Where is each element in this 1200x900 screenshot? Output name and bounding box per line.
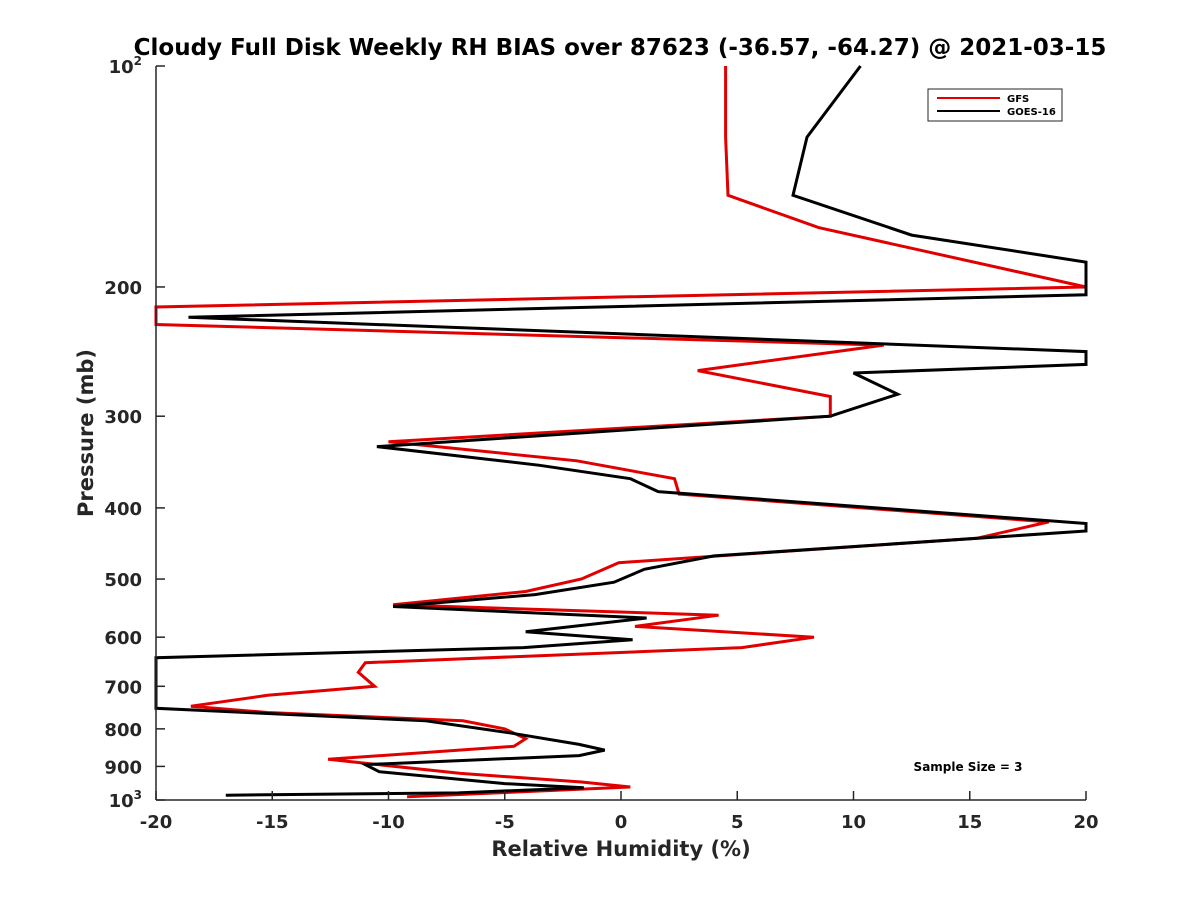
- y-axis-label: Pressure (mb): [74, 349, 98, 517]
- chart-title: Cloudy Full Disk Weekly RH BIAS over 876…: [134, 35, 1107, 61]
- x-ticks: -20 -15 -10 -5 0 5 10 15 20: [140, 791, 1099, 833]
- series-line-goes16: [154, 65, 1088, 797]
- y-tick-label: 900: [104, 757, 142, 778]
- sample-size-annotation: Sample Size = 3: [914, 760, 1023, 774]
- plot-area: -20 -15 -10 -5 0 5 10 15 20 10220030040050060070…: [104, 54, 1098, 833]
- y-tick-label: 700: [104, 677, 142, 698]
- y-tick-label: 400: [104, 499, 142, 520]
- legend-label-goes16: GOES-16: [1007, 107, 1056, 118]
- x-axis-label: Relative Humidity (%): [491, 837, 750, 861]
- y-tick-label: 800: [104, 720, 142, 741]
- x-tick-label: 20: [1073, 812, 1098, 833]
- x-tick-label: -20: [140, 812, 173, 833]
- x-tick-label: -5: [495, 812, 515, 833]
- legend: GFS GOES-16: [927, 88, 1063, 122]
- legend-label-gfs: GFS: [1007, 94, 1029, 105]
- y-tick-label: 600: [104, 628, 142, 649]
- legend-box: [927, 88, 1063, 122]
- x-tick-label: 10: [841, 812, 866, 833]
- series-layer: [154, 65, 1088, 799]
- x-tick-label: -15: [256, 812, 289, 833]
- x-tick-label: 15: [957, 812, 982, 833]
- x-tick-label: 5: [731, 812, 744, 833]
- x-tick-label: -10: [372, 812, 405, 833]
- x-tick-label: 0: [615, 812, 628, 833]
- y-tick-label: 300: [104, 407, 142, 428]
- y-tick-label: 200: [104, 278, 142, 299]
- y-tick-label: 500: [104, 570, 142, 591]
